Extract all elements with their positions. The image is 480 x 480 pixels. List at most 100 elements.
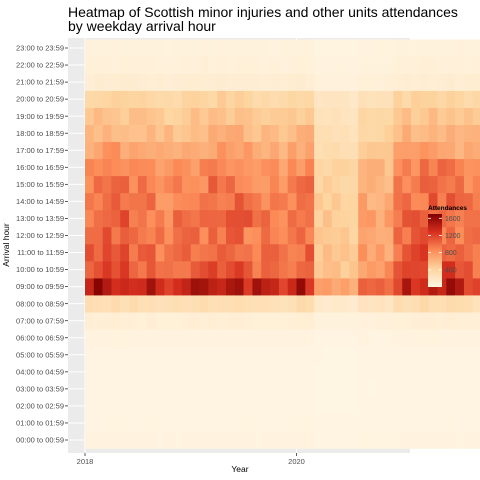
heatmap-cell bbox=[85, 329, 95, 347]
heatmap-cell bbox=[93, 278, 103, 296]
heatmap-cell bbox=[287, 226, 297, 245]
heatmap-cell bbox=[463, 261, 474, 279]
heatmap-cell bbox=[129, 141, 139, 160]
heatmap-cell bbox=[243, 141, 253, 160]
heatmap-cell bbox=[155, 192, 165, 211]
heatmap-cell bbox=[252, 209, 262, 228]
heatmap-cell bbox=[226, 380, 236, 398]
heatmap-cell bbox=[314, 295, 324, 313]
heatmap-cell bbox=[331, 380, 341, 398]
heatmap-cell bbox=[463, 226, 474, 245]
heatmap-cell bbox=[393, 226, 403, 245]
heatmap-cell bbox=[446, 192, 456, 211]
heatmap-cell bbox=[358, 226, 368, 245]
heatmap-cell bbox=[190, 192, 200, 211]
heatmap-cell bbox=[287, 175, 297, 194]
heatmap-cell bbox=[367, 158, 377, 177]
heatmap-cell bbox=[375, 244, 385, 262]
heatmap-cell bbox=[111, 192, 121, 211]
heatmap-cell bbox=[93, 226, 103, 245]
heatmap-cell bbox=[270, 107, 280, 125]
heatmap-cell bbox=[349, 192, 359, 211]
heatmap-cell bbox=[428, 107, 438, 125]
heatmap-cell bbox=[305, 209, 315, 228]
y-tick-label: 05:00 to 05:59 bbox=[16, 350, 64, 359]
heatmap-cell bbox=[349, 346, 359, 364]
heatmap-cell bbox=[340, 244, 350, 262]
heatmap-cell bbox=[137, 278, 147, 296]
heatmap-cell bbox=[472, 90, 480, 108]
heatmap-cell bbox=[129, 278, 139, 296]
heatmap-cell bbox=[129, 380, 139, 398]
heatmap-cell bbox=[455, 295, 465, 313]
heatmap-cell bbox=[305, 312, 315, 330]
heatmap-cell bbox=[234, 39, 244, 57]
heatmap-cell bbox=[120, 141, 130, 160]
heatmap-cell bbox=[111, 261, 121, 279]
legend: Attendances 400 800 1200 1600 bbox=[428, 205, 467, 287]
heatmap-cell bbox=[270, 278, 280, 296]
heatmap-cell bbox=[190, 278, 200, 296]
heatmap-cell bbox=[102, 124, 112, 143]
heatmap-cell bbox=[287, 397, 297, 415]
heatmap-cell bbox=[129, 73, 139, 91]
heatmap-cell bbox=[234, 73, 244, 91]
heatmap-cell bbox=[252, 56, 262, 74]
heatmap-cell bbox=[155, 278, 165, 296]
heatmap-cell bbox=[102, 329, 112, 347]
heatmap-cell bbox=[173, 244, 183, 262]
heatmap-cell bbox=[190, 363, 200, 381]
heatmap-cell bbox=[358, 363, 368, 381]
heatmap-cell bbox=[375, 278, 385, 296]
heatmap-cell bbox=[340, 107, 350, 125]
heatmap-cell bbox=[120, 295, 130, 313]
heatmap-cell bbox=[102, 39, 112, 57]
heatmap-cell bbox=[261, 261, 271, 279]
heatmap-cell bbox=[102, 278, 112, 296]
heatmap-cell bbox=[437, 56, 447, 74]
heatmap-cell bbox=[375, 209, 385, 228]
heatmap-cell bbox=[349, 397, 359, 415]
heatmap-cell bbox=[155, 107, 165, 125]
heatmap-cell bbox=[226, 414, 236, 432]
heatmap-cell bbox=[296, 380, 306, 398]
heatmap-cell bbox=[384, 141, 394, 160]
heatmap-cell bbox=[455, 278, 465, 296]
heatmap-cell bbox=[85, 175, 95, 194]
heatmap-cell bbox=[173, 124, 183, 143]
heatmap-cell bbox=[243, 363, 253, 381]
heatmap-cell bbox=[93, 90, 103, 108]
heatmap-cell bbox=[358, 380, 368, 398]
heatmap-cell bbox=[358, 90, 368, 108]
heatmap-cell bbox=[190, 431, 200, 449]
heatmap-cell bbox=[340, 414, 350, 432]
heatmap-cell bbox=[129, 431, 139, 449]
heatmap-cell bbox=[120, 380, 130, 398]
heatmap-cell bbox=[393, 312, 403, 330]
heatmap-cell bbox=[393, 141, 403, 160]
heatmap-cell bbox=[402, 56, 412, 74]
heatmap-cell bbox=[393, 107, 403, 125]
heatmap-cell bbox=[270, 226, 280, 245]
heatmap-cell bbox=[331, 73, 341, 91]
heatmap-cell bbox=[243, 244, 253, 262]
heatmap-cell bbox=[208, 107, 218, 125]
heatmap-cell bbox=[393, 39, 403, 57]
heatmap-cell bbox=[252, 175, 262, 194]
heatmap-cell bbox=[367, 380, 377, 398]
heatmap-cell bbox=[375, 158, 385, 177]
heatmap-cell bbox=[349, 226, 359, 245]
heatmap-cell bbox=[270, 261, 280, 279]
heatmap-cell bbox=[129, 107, 139, 125]
heatmap-cell bbox=[411, 90, 421, 108]
heatmap-cell bbox=[93, 56, 103, 74]
heatmap-cell bbox=[419, 397, 429, 415]
heatmap-cell bbox=[234, 175, 244, 194]
heatmap-cell bbox=[393, 295, 403, 313]
heatmap-cell bbox=[164, 295, 174, 313]
heatmap-cell bbox=[199, 90, 209, 108]
heatmap-cell bbox=[234, 226, 244, 245]
heatmap-cell bbox=[208, 209, 218, 228]
heatmap-cell bbox=[428, 312, 438, 330]
heatmap-cell bbox=[411, 244, 421, 262]
